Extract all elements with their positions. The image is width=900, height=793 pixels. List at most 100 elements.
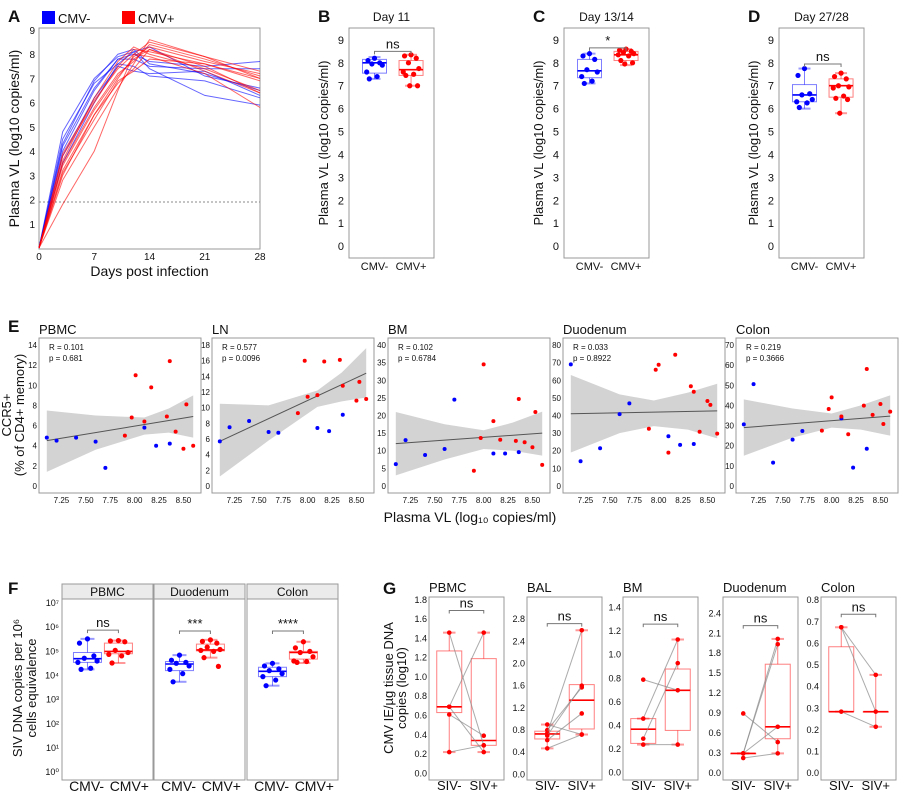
pair-line	[448, 706, 485, 753]
pair-line	[448, 632, 485, 708]
y-tick-label: 20	[377, 412, 386, 421]
data-point	[807, 91, 813, 97]
correlation-p: p = 0.3666	[746, 354, 785, 363]
data-point	[403, 72, 409, 79]
data-point	[794, 99, 800, 105]
y-tick-label: 50	[552, 394, 561, 403]
data-point-cmv-neg	[327, 429, 332, 434]
panel-label: C	[533, 7, 545, 26]
regression-line	[743, 415, 891, 429]
x-category-label: CMV+	[202, 778, 241, 793]
y-tick-label: 1	[338, 218, 344, 230]
y-tick-label: 1.0	[414, 672, 427, 682]
pair-line	[742, 726, 779, 754]
y-tick-label: 7	[768, 81, 774, 93]
significance-bracket	[840, 613, 877, 618]
y-tick-label: 0.8	[608, 673, 621, 683]
pair-line	[840, 626, 877, 676]
plot-frame	[153, 598, 246, 781]
data-point	[804, 100, 810, 106]
x-tick-label: 28	[254, 252, 266, 263]
data-point-cmv-pos	[715, 431, 720, 436]
data-point	[831, 73, 838, 80]
data-point	[544, 733, 550, 738]
data-point	[366, 76, 372, 82]
x-tick-label: 7.25	[227, 496, 243, 505]
y-tick-label: 9	[768, 35, 774, 47]
y-tick-label: 5	[382, 464, 387, 473]
data-point	[310, 654, 316, 660]
significance-bracket	[374, 50, 412, 55]
data-point	[846, 84, 852, 90]
y-tick-label: 7	[338, 81, 344, 93]
y-tick-label: 1.4	[608, 602, 621, 612]
confidence-band	[743, 395, 891, 456]
data-point	[405, 60, 412, 66]
data-point-cmv-neg	[44, 435, 49, 440]
data-point-cmv-pos	[533, 409, 538, 414]
data-point	[183, 659, 189, 665]
data-point-cmv-neg	[851, 465, 856, 470]
facet-title: PBMC	[90, 585, 125, 599]
data-point	[173, 660, 179, 666]
data-point-cmv-neg	[790, 437, 795, 442]
y-tick-label: 8	[29, 50, 35, 61]
y-tick-label: 1.2	[512, 703, 525, 713]
data-point	[795, 72, 801, 79]
y-tick-label: 0	[33, 482, 38, 491]
data-point-cmv-pos	[315, 393, 320, 398]
pair-line	[547, 734, 582, 749]
data-point	[263, 683, 269, 689]
data-point	[260, 674, 266, 680]
data-point	[374, 73, 380, 80]
y-tick-label: 0.0	[414, 768, 427, 778]
data-point	[481, 733, 487, 738]
subplot-title: Colon	[736, 322, 770, 337]
y-tick-label: 0.7	[806, 617, 819, 627]
significance-label: ns	[460, 595, 474, 610]
data-point	[775, 636, 781, 642]
correlation-r: R = 0.102	[398, 343, 433, 352]
data-point-cmv-pos	[513, 438, 518, 443]
y-axis-label: (% of CD4+ memory)	[12, 354, 27, 476]
data-point-cmv-pos	[184, 402, 189, 407]
data-point-cmv-pos	[322, 359, 327, 364]
y-tick-label: 1.0	[608, 650, 621, 660]
correlation-p: p = 0.6784	[398, 354, 437, 363]
data-point	[579, 73, 585, 80]
data-point-cmv-neg	[167, 441, 172, 446]
regression-line	[395, 432, 543, 445]
x-tick-label: 8.50	[873, 496, 889, 505]
y-tick-label: 4	[29, 147, 35, 158]
data-point	[407, 83, 413, 89]
data-point-cmv-pos	[191, 443, 196, 448]
pair-line	[546, 685, 583, 736]
y-tick-label: 9	[338, 35, 344, 47]
y-tick-label: 9	[553, 35, 559, 47]
y-tick-label: 5	[768, 127, 774, 139]
x-tick-label: 14	[144, 252, 156, 263]
data-point-cmv-pos	[697, 429, 702, 434]
data-point	[579, 732, 585, 737]
data-point	[629, 60, 636, 66]
data-point	[170, 679, 176, 685]
data-point-cmv-pos	[673, 352, 678, 357]
data-point	[579, 683, 585, 689]
y-tick-label: 1.8	[414, 595, 427, 605]
data-point-cmv-neg	[627, 401, 632, 406]
box-iqr	[577, 58, 602, 79]
y-tick-label: 2	[768, 195, 774, 207]
data-point	[214, 640, 220, 646]
data-point-cmv-neg	[691, 442, 696, 447]
data-point	[297, 649, 303, 656]
data-point	[186, 663, 192, 669]
data-point-cmv-pos	[653, 367, 658, 372]
data-point-cmv-pos	[133, 373, 138, 378]
data-point	[122, 639, 128, 645]
y-tick-label: 0.4	[806, 682, 819, 692]
data-point	[622, 61, 628, 67]
data-point-cmv-neg	[516, 450, 521, 455]
pair-line	[449, 744, 484, 753]
data-point-cmv-pos	[864, 367, 869, 371]
